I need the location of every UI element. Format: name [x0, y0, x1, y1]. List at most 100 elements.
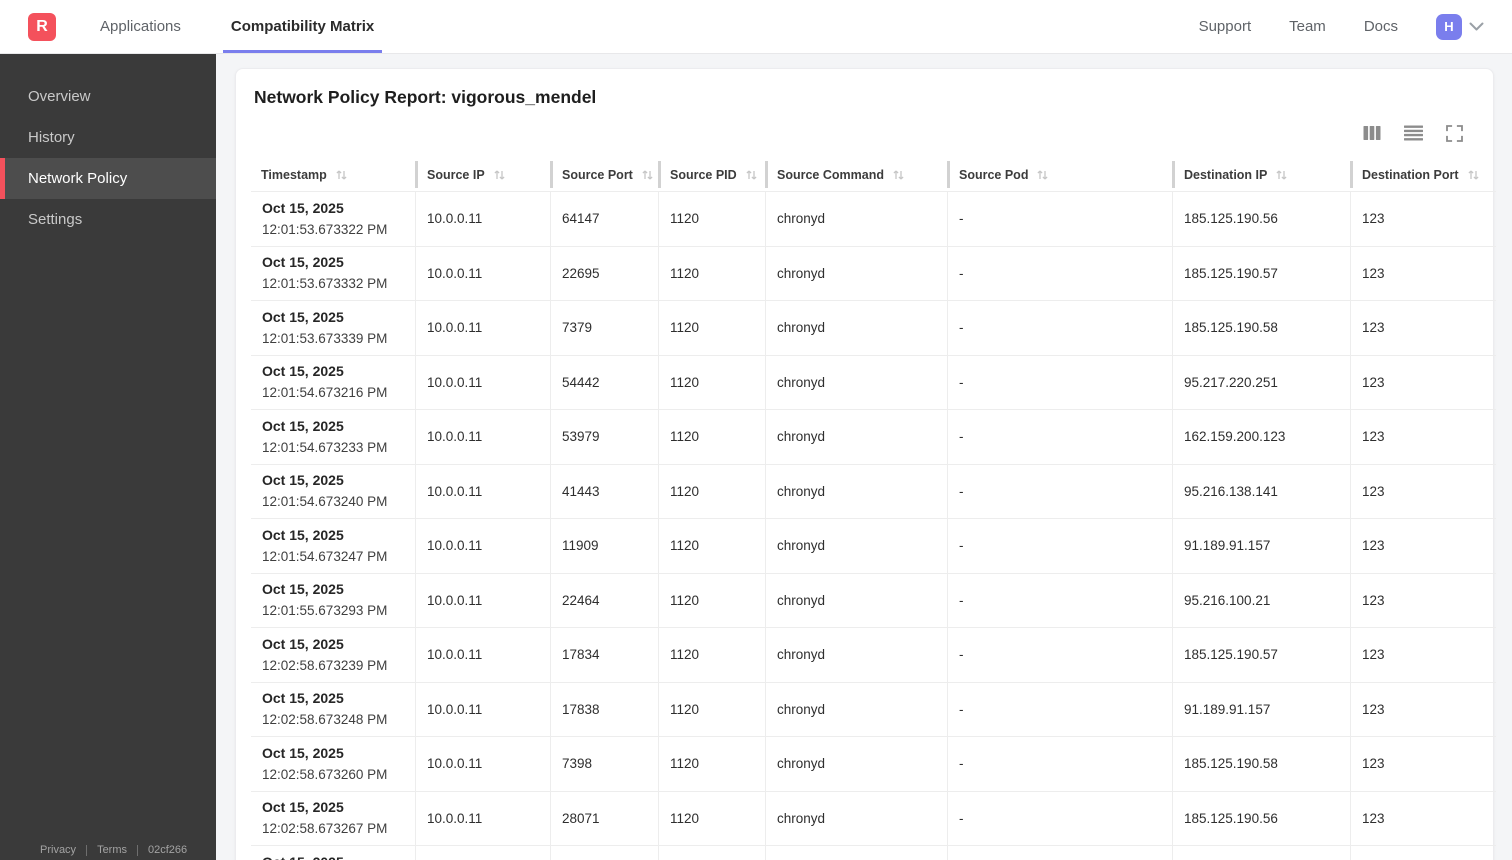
table-row: Oct 15, 2025 12:02:58.673267 PM 10.0.0.1… [251, 791, 1496, 846]
nav-link-docs[interactable]: Docs [1363, 18, 1398, 35]
timestamp-date: Oct 15, 2025 [262, 199, 344, 216]
user-menu[interactable]: H [1436, 13, 1484, 40]
tab-applications[interactable]: Applications [100, 18, 181, 35]
sort-icon[interactable] [335, 169, 348, 181]
source-pid-cell: 1120 [658, 246, 765, 300]
source-command-cell: chronyd [765, 410, 947, 464]
sort-icon[interactable] [745, 169, 758, 181]
timestamp-date: Oct 15, 2025 [262, 472, 344, 489]
destination-port-cell: 123 [1350, 464, 1496, 518]
destination-port-cell: 123 [1350, 791, 1496, 845]
source-pod-cell: - [947, 519, 1172, 573]
source-pod-cell: - [947, 573, 1172, 627]
sort-icon[interactable] [892, 169, 905, 181]
privacy-link[interactable]: Privacy [40, 844, 77, 856]
table-row: Oct 15, 2025 12:02:58.673239 PM 10.0.0.1… [251, 628, 1496, 683]
timestamp-date: Oct 15, 2025 [262, 744, 344, 761]
source-port-cell: 22464 [550, 573, 658, 627]
table-row: Oct 15, 2025 12:01:53.673322 PM 10.0.0.1… [251, 192, 1496, 247]
source-pid-cell: 1120 [658, 791, 765, 845]
timestamp-date: Oct 15, 2025 [262, 799, 344, 816]
column-header-destination-ip[interactable]: Destination IP [1172, 161, 1350, 188]
timestamp-cell: Oct 15, 2025 12:01:53.673332 PM [251, 247, 415, 301]
sort-icon[interactable] [641, 169, 654, 181]
timestamp-date: Oct 15, 2025 [262, 308, 344, 325]
source-ip-cell [415, 846, 550, 860]
source-pid-cell: 1120 [658, 519, 765, 573]
column-view-button[interactable] [1363, 125, 1381, 141]
footer-divider [86, 844, 88, 856]
app-logo[interactable]: R [28, 12, 56, 41]
source-ip-cell: 10.0.0.11 [415, 628, 550, 682]
destination-port-cell: 123 [1350, 682, 1496, 736]
destination-ip-cell [1172, 846, 1350, 860]
timestamp-date: Oct 15, 2025 [262, 417, 344, 434]
timestamp-date: Oct 15, 2025 [262, 635, 344, 652]
avatar[interactable]: H [1436, 13, 1462, 40]
sort-icon[interactable] [1036, 169, 1049, 181]
timestamp-cell: Oct 15, 2025 [251, 846, 415, 860]
timestamp-cell: Oct 15, 2025 12:01:54.673233 PM [251, 410, 415, 464]
source-ip-cell: 10.0.0.11 [415, 246, 550, 300]
expand-icon [1446, 124, 1463, 142]
source-pid-cell: 1120 [658, 192, 765, 246]
network-policy-table: Timestamp Source IP Source Port Source P… [251, 161, 1496, 860]
timestamp-time: 12:02:58.673239 PM [262, 657, 388, 673]
destination-port-cell: 123 [1350, 355, 1496, 409]
timestamp-time: 12:01:53.673332 PM [262, 276, 388, 292]
source-pod-cell: - [947, 628, 1172, 682]
source-port-cell: 7379 [550, 301, 658, 355]
timestamp-date: Oct 15, 2025 [262, 363, 344, 380]
table-row: Oct 15, 2025 [251, 846, 1496, 860]
timestamp-date: Oct 15, 2025 [262, 581, 344, 598]
sidebar-item-settings[interactable]: Settings [28, 211, 83, 228]
terms-link[interactable]: Terms [97, 844, 128, 856]
page-title: Network Policy Report: vigorous_mendel [254, 87, 597, 107]
source-pid-cell: 1120 [658, 737, 765, 791]
sort-icon[interactable] [493, 169, 506, 181]
destination-port-cell: 123 [1350, 573, 1496, 627]
sort-icon[interactable] [1467, 169, 1480, 181]
column-header-source-ip[interactable]: Source IP [415, 161, 550, 188]
column-header-source-command[interactable]: Source Command [765, 161, 947, 188]
destination-port-cell: 123 [1350, 628, 1496, 682]
timestamp-time: 12:01:53.673322 PM [262, 221, 388, 237]
timestamp-cell: Oct 15, 2025 12:01:54.673247 PM [251, 519, 415, 573]
chevron-down-icon[interactable] [1469, 22, 1484, 31]
fullscreen-button[interactable] [1446, 124, 1463, 142]
destination-port-cell: 123 [1350, 246, 1496, 300]
nav-link-team[interactable]: Team [1289, 18, 1326, 35]
rows-icon [1404, 125, 1423, 141]
table-row: Oct 15, 2025 12:01:54.673240 PM 10.0.0.1… [251, 464, 1496, 519]
tab-compatibility-matrix[interactable]: Compatibility Matrix [222, 0, 383, 53]
table-row: Oct 15, 2025 12:01:53.673339 PM 10.0.0.1… [251, 301, 1496, 356]
destination-port-cell: 123 [1350, 192, 1496, 246]
column-header-source-pod[interactable]: Source Pod [947, 161, 1172, 188]
sidebar-item-network-policy[interactable]: Network Policy [0, 158, 216, 199]
source-port-cell: 17834 [550, 628, 658, 682]
source-ip-cell: 10.0.0.11 [415, 192, 550, 246]
table-toolbar [251, 124, 1463, 142]
column-header-timestamp[interactable]: Timestamp [251, 161, 415, 188]
source-command-cell: chronyd [765, 301, 947, 355]
column-header-source-pid[interactable]: Source PID [658, 161, 765, 188]
destination-ip-cell: 91.189.91.157 [1172, 682, 1350, 736]
row-view-button[interactable] [1404, 125, 1423, 141]
timestamp-cell: Oct 15, 2025 12:01:53.673322 PM [251, 192, 415, 246]
nav-link-support[interactable]: Support [1198, 18, 1252, 35]
sidebar-item-overview[interactable]: Overview [28, 88, 91, 105]
timestamp-date: Oct 15, 2025 [262, 254, 344, 271]
main-content: Network Policy Report: vigorous_mendel [216, 54, 1512, 860]
column-header-destination-port[interactable]: Destination Port [1350, 161, 1496, 188]
source-port-cell: 7398 [550, 737, 658, 791]
timestamp-time: 12:01:55.673293 PM [262, 603, 388, 619]
sidebar-item-history[interactable]: History [28, 129, 75, 146]
footer-divider [137, 844, 139, 856]
source-command-cell: chronyd [765, 682, 947, 736]
source-ip-cell: 10.0.0.11 [415, 682, 550, 736]
table-row: Oct 15, 2025 12:01:54.673233 PM 10.0.0.1… [251, 410, 1496, 465]
destination-port-cell: 123 [1350, 737, 1496, 791]
sort-icon[interactable] [1275, 169, 1288, 181]
source-command-cell: chronyd [765, 791, 947, 845]
column-header-source-port[interactable]: Source Port [550, 161, 658, 188]
